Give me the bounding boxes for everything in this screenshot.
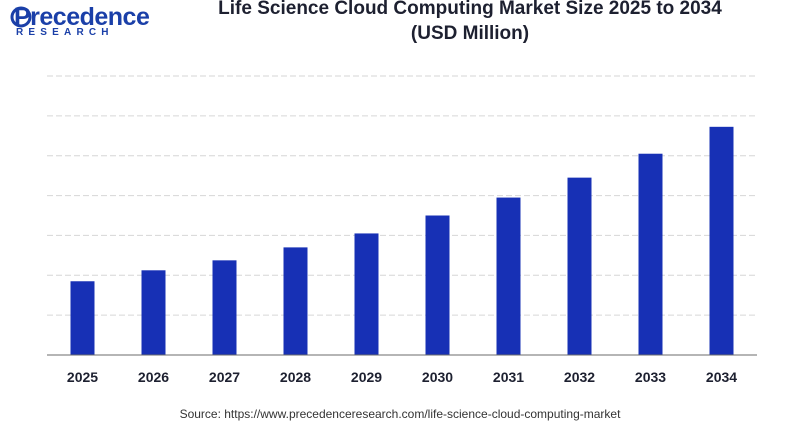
chart-title: Life Science Cloud Computing Market Size… [218, 0, 722, 19]
x-tick-labels: 2025 2026 2027 2028 2029 2030 2031 2032 2033 2034 [67, 369, 737, 385]
x-tick-label: 2030 [422, 369, 453, 385]
logo-ring-icon [10, 6, 32, 28]
chart-subtitle: (USD Million) [410, 23, 530, 44]
bar-2032 [567, 177, 592, 355]
x-tick-label: 2033 [635, 369, 666, 385]
logo-name: Precedence [14, 3, 150, 31]
bar-2031 [496, 197, 521, 355]
bar-2033 [638, 153, 663, 355]
x-tick-label: 2034 [706, 369, 737, 385]
bar-2026 [141, 270, 166, 355]
x-tick-label: 2027 [209, 369, 240, 385]
source-note: Source: https://www.precedenceresearch.c… [179, 407, 621, 421]
bar-2028 [283, 247, 308, 355]
x-tick-label: 2031 [493, 369, 524, 385]
bar-2034 [709, 126, 734, 355]
x-tick-label: 2029 [351, 369, 382, 385]
x-tick-label: 2025 [67, 369, 98, 385]
x-tick-label: 2028 [280, 369, 311, 385]
bar-2025 [70, 281, 95, 355]
bars [70, 126, 734, 355]
chart-title-block: Life Science Cloud Computing Market Size… [180, 0, 760, 46]
bar-2029 [354, 233, 379, 355]
x-tick-label: 2026 [138, 369, 169, 385]
x-tick-label: 2032 [564, 369, 595, 385]
bar-2030 [425, 215, 450, 355]
bar-2027 [212, 260, 237, 355]
logo-sub: RESEARCH [16, 27, 114, 38]
brand-logo: Precedence RESEARCH [10, 2, 150, 42]
